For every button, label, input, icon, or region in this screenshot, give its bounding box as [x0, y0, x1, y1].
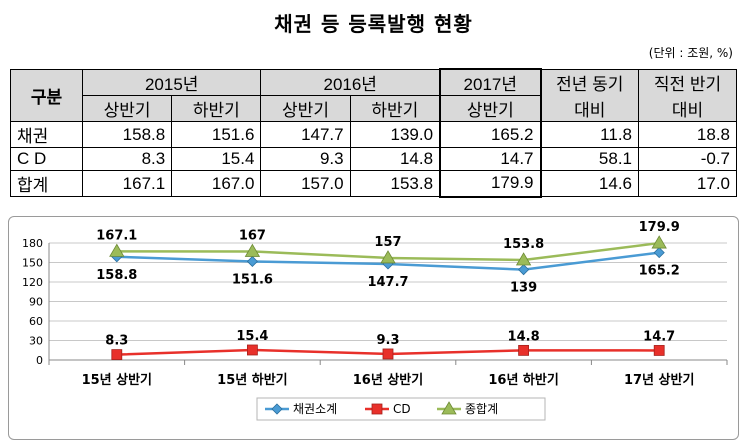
registration-table: 구분 2015년 2016년 2017년 전년 동기 직전 반기 상반기 하반기…	[10, 68, 737, 198]
data-label: 139	[510, 281, 537, 296]
x-tick-label: 15년 하반기	[217, 372, 287, 388]
change-header-yoy-line2: 대비	[540, 95, 639, 122]
data-label: 158.8	[96, 268, 137, 283]
legend-label: 종합계	[465, 402, 498, 416]
data-point	[441, 401, 457, 415]
data-label: 165.2	[639, 264, 680, 279]
half-header: 상반기	[260, 95, 351, 122]
corner-header: 구분	[10, 68, 83, 122]
y-tick-label: 90	[29, 296, 43, 309]
data-label: 179.9	[639, 220, 680, 235]
table-cell: 165.2	[439, 121, 542, 148]
row-label: C D	[10, 147, 83, 171]
y-tick-label: 180	[22, 237, 43, 250]
data-label: 15.4	[236, 329, 268, 344]
data-label: 14.8	[508, 329, 540, 344]
table-cell: 151.6	[171, 121, 262, 148]
y-tick-label: 120	[22, 276, 43, 289]
row-label: 채권	[10, 121, 83, 148]
data-point	[515, 252, 532, 266]
table-cell: 139.0	[349, 121, 441, 148]
data-point	[271, 403, 283, 415]
table-cell: 18.8	[638, 121, 737, 148]
table-cell: 147.7	[260, 121, 351, 148]
table-cell: 15.4	[171, 147, 262, 171]
y-tick-label: 60	[29, 315, 43, 328]
table-cell: -0.7	[638, 147, 737, 171]
table-cell: 158.8	[81, 121, 173, 148]
unit-note: (단위 : 조원, %)	[648, 46, 733, 60]
x-tick-label: 16년 하반기	[488, 372, 558, 388]
half-header: 하반기	[349, 95, 441, 122]
half-header: 하반기	[171, 95, 262, 122]
table-cell: 167.1	[81, 170, 173, 197]
data-label: 8.3	[105, 334, 128, 349]
table-cell: 9.3	[260, 147, 351, 171]
table-cell: 14.8	[349, 147, 441, 171]
data-label: 153.8	[503, 237, 544, 252]
data-label: 151.6	[232, 272, 273, 287]
change-header-hoh-line2: 대비	[638, 95, 737, 122]
table-row: C D 8.3 15.4 9.3 14.8 14.7 58.1 -0.7	[10, 147, 737, 171]
x-tick-label: 16년 상반기	[353, 372, 423, 388]
data-label: 14.7	[643, 329, 675, 344]
data-point	[653, 247, 665, 259]
table-row: 합계 167.1 167.0 157.0 153.8 179.9 14.6 17…	[10, 170, 737, 198]
data-label: 9.3	[376, 333, 399, 348]
data-label: 167	[239, 228, 266, 243]
half-header: 상반기	[439, 95, 542, 122]
data-point	[518, 264, 530, 276]
table-cell: 14.6	[540, 170, 639, 197]
legend-label: CD	[393, 402, 411, 416]
data-point	[371, 403, 383, 415]
legend-label: 채권소계	[293, 402, 337, 416]
data-point	[111, 349, 123, 361]
table-cell: 179.9	[439, 170, 542, 198]
data-point	[651, 235, 667, 249]
year-header-2016: 2016년	[260, 68, 441, 96]
data-label: 147.7	[367, 275, 408, 290]
y-tick-label: 0	[36, 354, 43, 367]
data-point	[246, 255, 258, 268]
data-point	[244, 243, 261, 257]
x-tick-label: 17년 상반기	[624, 372, 694, 388]
change-header-hoh: 직전 반기	[638, 68, 737, 96]
year-header-2017: 2017년	[439, 68, 542, 96]
data-point	[382, 348, 394, 360]
data-point	[518, 344, 530, 356]
table-cell: 157.0	[260, 170, 351, 197]
table-cell: 17.0	[638, 170, 737, 197]
legend-box	[256, 397, 546, 421]
row-label: 합계	[10, 170, 83, 197]
table-cell: 167.0	[171, 170, 262, 197]
table-cell: 14.7	[439, 147, 542, 171]
data-label: 157	[374, 235, 401, 250]
table-row: 채권 158.8 151.6 147.7 139.0 165.2 11.8 18…	[10, 121, 737, 148]
year-header-2015: 2015년	[81, 68, 262, 96]
line-chart: 0 30 60 90 120 150 180 15년 상반기 15년 하반기 16년 상반기 16년…	[8, 216, 739, 440]
data-point	[380, 250, 396, 264]
page-title: 채권 등 등록발행 현황	[274, 12, 473, 36]
data-point	[109, 243, 125, 257]
data-point	[653, 345, 665, 356]
table-cell: 58.1	[540, 147, 639, 171]
data-point	[246, 344, 258, 356]
x-tick-label: 15년 상반기	[82, 372, 152, 388]
half-header: 상반기	[81, 95, 173, 122]
table-cell: 153.8	[349, 170, 441, 197]
change-header-yoy: 전년 동기	[540, 68, 639, 96]
data-label: 167.1	[96, 228, 137, 243]
table-cell: 11.8	[540, 121, 639, 148]
table-cell: 8.3	[81, 147, 173, 171]
y-tick-label: 150	[22, 257, 43, 270]
y-tick-label: 30	[29, 335, 43, 348]
line-chart-svg: 0 30 60 90 120 150 180 15년 상반기 15년 하반기 16년 상반기 16년…	[22, 220, 728, 421]
